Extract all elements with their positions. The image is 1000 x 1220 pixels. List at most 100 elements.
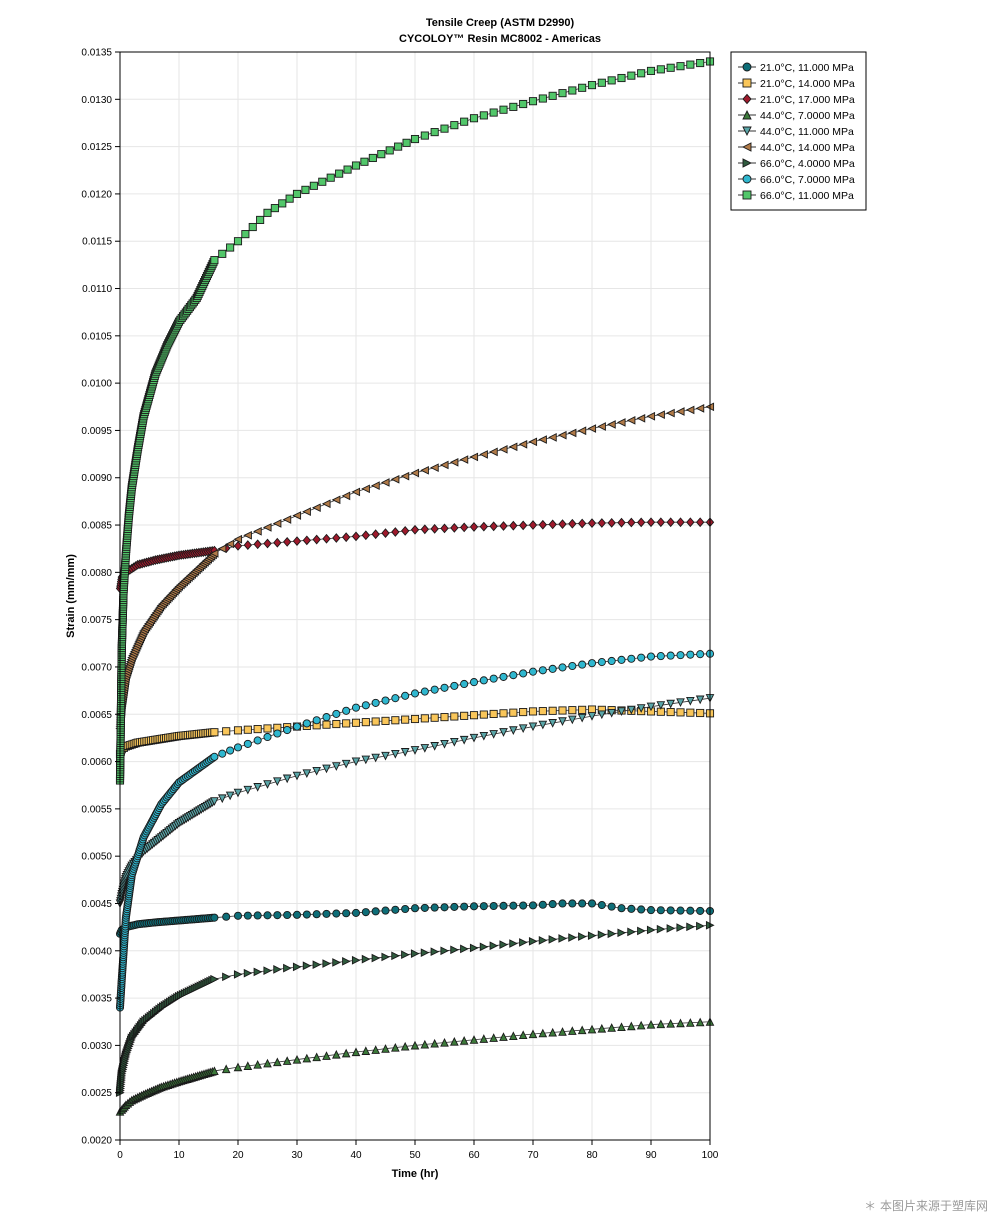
data-point — [360, 157, 369, 166]
data-point — [617, 928, 627, 938]
data-point — [578, 899, 587, 908]
data-point — [479, 902, 488, 911]
x-tick-label: 20 — [232, 1150, 244, 1161]
y-tick-label: 0.0045 — [81, 899, 112, 910]
data-point — [420, 903, 429, 912]
data-point — [391, 716, 400, 725]
data-point — [351, 531, 361, 542]
data-point — [666, 63, 675, 72]
x-tick-label: 30 — [291, 1150, 303, 1161]
data-point — [272, 519, 282, 528]
data-point — [233, 970, 243, 979]
data-point — [528, 722, 538, 732]
data-point — [351, 718, 361, 727]
legend-label: 66.0°C, 7.0000 MPa — [760, 174, 855, 186]
x-tick-label: 40 — [350, 1150, 362, 1161]
data-point — [449, 457, 459, 467]
data-point — [696, 906, 705, 915]
data-point — [509, 939, 518, 948]
data-point — [341, 491, 351, 501]
data-point — [402, 138, 411, 147]
data-point — [469, 678, 479, 687]
data-point — [528, 707, 538, 716]
y-tick-label: 0.0050 — [81, 852, 112, 863]
data-point — [420, 1039, 430, 1049]
data-point — [489, 709, 498, 718]
data-point — [518, 520, 528, 531]
data-point — [646, 906, 656, 915]
data-point — [499, 672, 508, 681]
data-point — [430, 713, 439, 722]
data-point — [225, 791, 235, 801]
data-point — [263, 1058, 272, 1068]
data-point — [309, 181, 318, 190]
data-point — [440, 713, 449, 722]
data-point — [538, 94, 547, 103]
data-point — [519, 901, 528, 910]
data-point — [695, 1017, 705, 1027]
data-point — [509, 102, 518, 111]
data-point — [637, 69, 646, 78]
y-tick-label: 0.0055 — [81, 804, 112, 815]
y-tick-label: 0.0085 — [81, 521, 112, 532]
data-point — [607, 420, 616, 429]
data-point — [377, 150, 386, 159]
data-point — [401, 950, 410, 960]
data-point — [607, 76, 616, 85]
y-tick-label: 0.0035 — [81, 994, 112, 1005]
data-point — [292, 536, 302, 547]
data-point — [243, 785, 253, 795]
data-point — [394, 142, 403, 151]
data-point — [469, 902, 479, 911]
data-point — [302, 1053, 312, 1063]
data-point — [253, 527, 262, 536]
x-tick-label: 50 — [409, 1150, 421, 1161]
data-point — [675, 407, 685, 416]
data-point — [656, 652, 665, 661]
data-point — [627, 927, 636, 937]
data-point — [637, 905, 646, 914]
data-point — [385, 146, 394, 155]
data-point — [469, 711, 479, 720]
data-point — [499, 728, 508, 737]
data-point — [292, 511, 302, 520]
data-point — [371, 698, 380, 707]
data-point — [627, 517, 636, 528]
data-point — [479, 450, 488, 459]
data-point — [696, 708, 705, 718]
data-point — [218, 249, 227, 258]
data-point — [273, 965, 282, 974]
data-point — [361, 1046, 371, 1055]
data-point — [695, 695, 705, 705]
data-point — [577, 713, 587, 723]
y-tick-label: 0.0040 — [81, 946, 112, 957]
data-point — [341, 759, 351, 769]
data-point — [371, 481, 380, 490]
data-point — [210, 256, 219, 265]
series-4 — [115, 1017, 715, 1116]
data-point — [243, 1061, 253, 1070]
data-point — [558, 717, 567, 726]
data-point — [656, 906, 665, 915]
data-point — [686, 60, 695, 69]
data-point — [695, 404, 705, 413]
data-point — [218, 749, 227, 758]
data-point — [410, 1040, 420, 1050]
data-point — [479, 676, 488, 685]
data-point — [607, 708, 616, 718]
data-point — [577, 518, 587, 529]
data-point — [459, 455, 469, 464]
y-tick-label: 0.0065 — [81, 710, 112, 721]
data-point — [568, 706, 577, 715]
y-tick-label: 0.0110 — [82, 284, 112, 295]
data-point — [558, 1027, 567, 1036]
data-point — [616, 418, 626, 427]
data-point — [401, 715, 410, 724]
data-point — [282, 1056, 292, 1065]
data-point — [627, 904, 636, 913]
data-point — [627, 654, 636, 663]
legend-item: 21.0°C, 11.000 MPa — [738, 62, 854, 74]
legend-item: 21.0°C, 17.000 MPa — [738, 93, 855, 106]
data-point — [430, 742, 439, 751]
data-point — [479, 1034, 489, 1043]
